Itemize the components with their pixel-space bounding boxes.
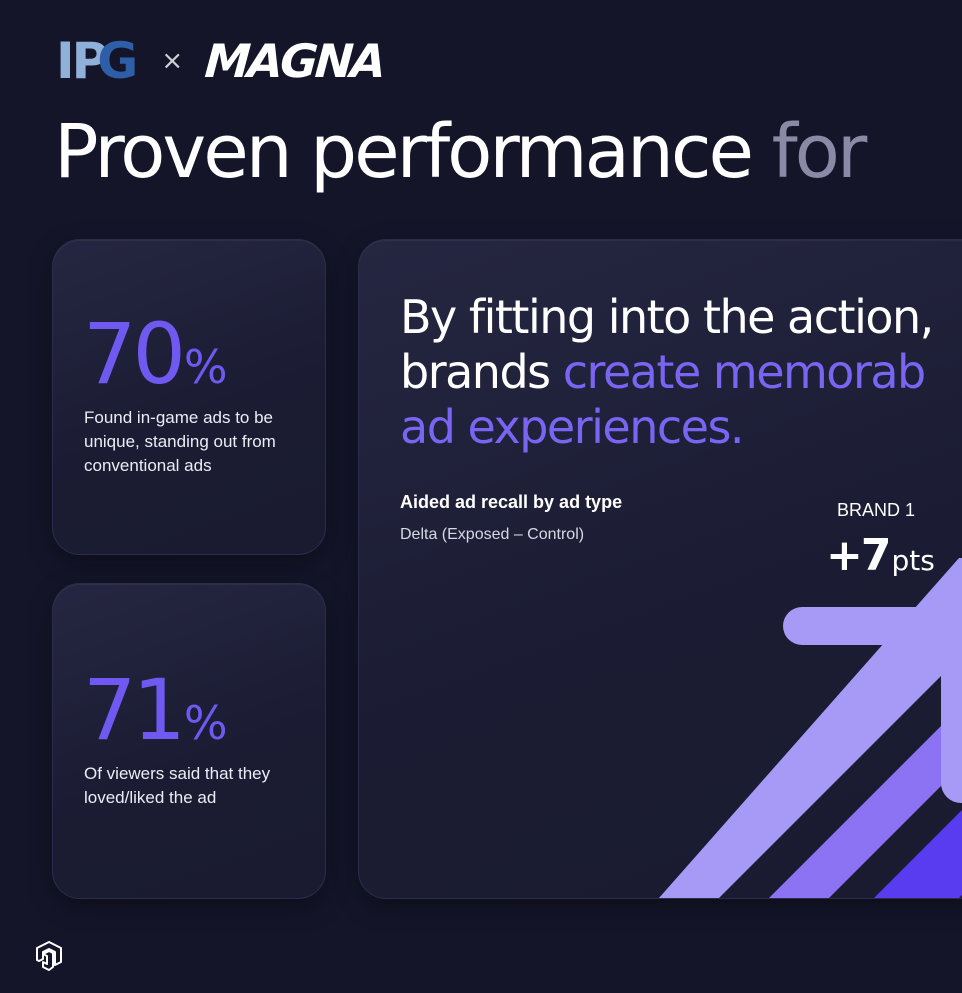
arrow-head-bar [783, 607, 962, 645]
feature-card: By fitting into the action, brands create… [358, 239, 962, 899]
quote-line-3-accent: ad experiences. [400, 400, 745, 454]
brand-value-unit: pts [891, 544, 935, 577]
headline-main: Proven performance [54, 109, 754, 195]
recall-subtitle: Delta (Exposed – Control) [400, 526, 585, 543]
arrow-stripe-dark [874, 810, 962, 898]
arrow-stripe-mid [769, 705, 962, 898]
recall-title: Aided ad recall by ad type [400, 492, 623, 512]
headline-dim: for [771, 109, 868, 195]
stat-number: 71 [83, 661, 186, 759]
stat-unit: % [183, 340, 228, 394]
magna-logo: MAGNA [203, 34, 386, 88]
stat-number: 70 [83, 305, 186, 403]
stat-description: Found in-game ads to be unique, standing… [84, 408, 276, 475]
stat-value-unique: 70% [83, 312, 228, 396]
cube-logo-icon [36, 941, 62, 971]
stat-description: Of viewers said that they loved/liked th… [84, 764, 271, 807]
brand-label: BRAND 1 [837, 500, 916, 520]
diagonal-arrow-graphic [659, 558, 962, 898]
quote-line-1: By fitting into the action, [400, 290, 934, 344]
stat-unit: % [183, 696, 228, 750]
quote-line-2-plain: brands [400, 345, 563, 399]
quote-line-2-accent: create memorab [562, 345, 927, 399]
stat-card-liked: 71% Of viewers said that they loved/like… [52, 583, 326, 899]
feature-quote: By fitting into the action, brands create… [400, 290, 962, 455]
page-headline: Proven performance for [54, 109, 868, 195]
stat-card-unique: 70% Found in-game ads to be unique, stan… [52, 239, 326, 555]
stat-value-liked: 71% [83, 668, 228, 752]
brand-value: +7pts [826, 534, 935, 578]
brand-value-number: +7 [826, 530, 891, 581]
arrow-head-stem [941, 607, 962, 803]
logo-separator: × [161, 46, 184, 76]
